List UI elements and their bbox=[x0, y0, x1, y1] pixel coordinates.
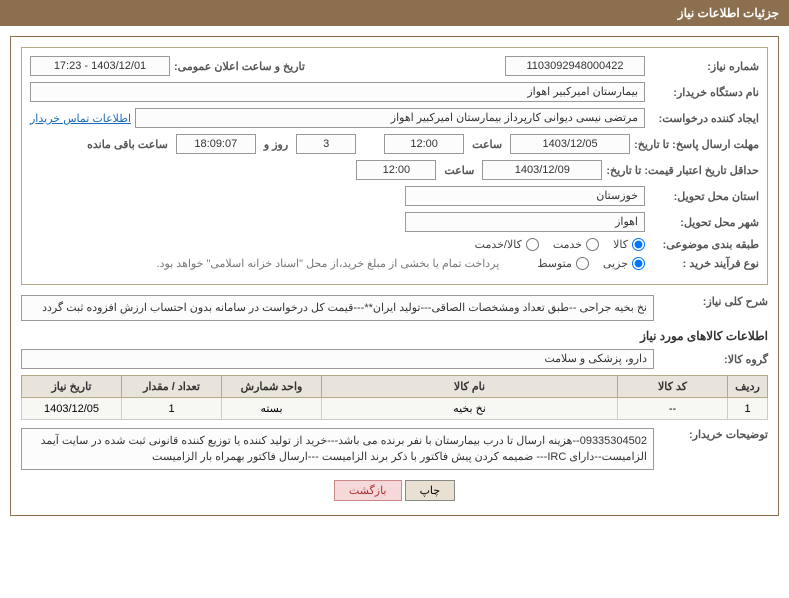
page-title: جزئیات اطلاعات نیاز bbox=[678, 6, 779, 20]
row-category: طبقه بندی موضوعی: کالا خدمت کالا/خدمت bbox=[30, 238, 759, 251]
buyer-contact-link[interactable]: اطلاعات تماس خریدار bbox=[30, 112, 131, 125]
label-delivery-province: استان محل تحویل: bbox=[649, 190, 759, 203]
process-note: پرداخت تمام یا بخشی از مبلغ خرید،از محل … bbox=[157, 257, 500, 270]
field-delivery-province: خوزستان bbox=[405, 186, 645, 206]
radio-cat-goods-input[interactable] bbox=[632, 238, 645, 251]
field-price-validity-time: 12:00 bbox=[356, 160, 436, 180]
label-request-no: شماره نیاز: bbox=[649, 60, 759, 73]
th-row: ردیف bbox=[728, 376, 768, 398]
th-date: تاریخ نیاز bbox=[22, 376, 122, 398]
row-goods-group: گروه کالا: دارو، پزشکی و سلامت bbox=[21, 349, 768, 369]
label-category: طبقه بندی موضوعی: bbox=[649, 238, 759, 251]
radio-cat-service-input[interactable] bbox=[586, 238, 599, 251]
field-creator: مرتضی نیسی دیوانی کارپرداز بیمارستان امی… bbox=[135, 108, 645, 128]
label-process: نوع فرآیند خرید : bbox=[649, 257, 759, 270]
td-name: نخ بخیه bbox=[322, 398, 618, 420]
label-hour-1: ساعت bbox=[468, 138, 506, 151]
td-unit: بسته bbox=[222, 398, 322, 420]
radio-proc-partial[interactable]: جزیی bbox=[593, 257, 645, 270]
row-request-no: شماره نیاز: 1103092948000422 تاریخ و ساع… bbox=[30, 56, 759, 76]
td-code: -- bbox=[618, 398, 728, 420]
label-delivery-city: شهر محل تحویل: bbox=[649, 216, 759, 229]
field-delivery-city: اهواز bbox=[405, 212, 645, 232]
td-row: 1 bbox=[728, 398, 768, 420]
label-goods-group: گروه کالا: bbox=[658, 353, 768, 366]
th-code: کد کالا bbox=[618, 376, 728, 398]
radio-cat-both[interactable]: کالا/خدمت bbox=[465, 238, 539, 251]
label-creator: ایجاد کننده درخواست: bbox=[649, 112, 759, 125]
label-days-and: روز و bbox=[260, 138, 292, 151]
row-general-desc: شرح کلی نیاز: نخ بخیه جراحی --طبق تعداد … bbox=[21, 295, 768, 321]
label-announce-dt: تاریخ و ساعت اعلان عمومی: bbox=[174, 60, 305, 73]
row-buyer-notes: توضیحات خریدار: 09335304502--هزینه ارسال… bbox=[21, 428, 768, 470]
radio-proc-partial-label: جزیی bbox=[603, 257, 628, 270]
row-response-deadline: مهلت ارسال پاسخ: تا تاریخ: 1403/12/05 سا… bbox=[30, 134, 759, 154]
field-request-no: 1103092948000422 bbox=[505, 56, 645, 76]
back-button[interactable]: بازگشت bbox=[334, 480, 402, 501]
td-date: 1403/12/05 bbox=[22, 398, 122, 420]
radio-cat-service[interactable]: خدمت bbox=[543, 238, 599, 251]
radio-proc-medium-input[interactable] bbox=[576, 257, 589, 270]
label-buyer-notes: توضیحات خریدار: bbox=[658, 428, 768, 441]
field-remaining-days: 3 bbox=[296, 134, 356, 154]
row-delivery-city: شهر محل تحویل: اهواز bbox=[30, 212, 759, 232]
label-hour-2: ساعت bbox=[440, 164, 478, 177]
field-price-validity-date: 1403/12/09 bbox=[482, 160, 602, 180]
items-section-title: اطلاعات کالاهای مورد نیاز bbox=[21, 329, 768, 343]
label-buyer-org: نام دستگاه خریدار: bbox=[649, 86, 759, 99]
row-process: نوع فرآیند خرید : جزیی متوسط پرداخت تمام… bbox=[30, 257, 759, 270]
radio-proc-medium[interactable]: متوسط bbox=[527, 257, 589, 270]
radio-cat-service-label: خدمت bbox=[553, 238, 582, 251]
details-panel: شماره نیاز: 1103092948000422 تاریخ و ساع… bbox=[21, 47, 768, 285]
field-buyer-notes: 09335304502--هزینه ارسال تا درب بیمارستا… bbox=[21, 428, 654, 470]
radio-cat-goods-label: کالا bbox=[613, 238, 628, 251]
th-name: نام کالا bbox=[322, 376, 618, 398]
label-response-deadline: مهلت ارسال پاسخ: تا تاریخ: bbox=[634, 138, 759, 151]
field-buyer-org: بیمارستان امیرکبیر اهواز bbox=[30, 82, 645, 102]
field-response-time: 12:00 bbox=[384, 134, 464, 154]
print-button[interactable]: چاپ bbox=[405, 480, 456, 501]
row-buyer-org: نام دستگاه خریدار: بیمارستان امیرکبیر اه… bbox=[30, 82, 759, 102]
title-bar: جزئیات اطلاعات نیاز bbox=[0, 0, 789, 26]
field-response-date: 1403/12/05 bbox=[510, 134, 630, 154]
th-qty: تعداد / مقدار bbox=[122, 376, 222, 398]
radio-cat-both-label: کالا/خدمت bbox=[475, 238, 522, 251]
items-table: ردیف کد کالا نام کالا واحد شمارش تعداد /… bbox=[21, 375, 768, 420]
row-delivery-province: استان محل تحویل: خوزستان bbox=[30, 186, 759, 206]
field-goods-group: دارو، پزشکی و سلامت bbox=[21, 349, 654, 369]
field-remaining-time: 18:09:07 bbox=[176, 134, 256, 154]
td-qty: 1 bbox=[122, 398, 222, 420]
th-unit: واحد شمارش bbox=[222, 376, 322, 398]
radio-cat-both-input[interactable] bbox=[526, 238, 539, 251]
label-price-validity: حداقل تاریخ اعتبار قیمت: تا تاریخ: bbox=[606, 164, 759, 177]
main-panel: شماره نیاز: 1103092948000422 تاریخ و ساع… bbox=[10, 36, 779, 516]
button-row: چاپ بازگشت bbox=[21, 480, 768, 501]
label-general-desc: شرح کلی نیاز: bbox=[658, 295, 768, 308]
radio-cat-goods[interactable]: کالا bbox=[603, 238, 645, 251]
row-price-validity: حداقل تاریخ اعتبار قیمت: تا تاریخ: 1403/… bbox=[30, 160, 759, 180]
label-remaining: ساعت باقی مانده bbox=[83, 138, 172, 151]
radio-proc-medium-label: متوسط bbox=[537, 257, 572, 270]
row-creator: ایجاد کننده درخواست: مرتضی نیسی دیوانی ک… bbox=[30, 108, 759, 128]
field-general-desc: نخ بخیه جراحی --طبق تعداد ومشخصات الصاقی… bbox=[21, 295, 654, 321]
field-announce-dt: 1403/12/01 - 17:23 bbox=[30, 56, 170, 76]
radio-proc-partial-input[interactable] bbox=[632, 257, 645, 270]
table-row: 1 -- نخ بخیه بسته 1 1403/12/05 bbox=[22, 398, 768, 420]
